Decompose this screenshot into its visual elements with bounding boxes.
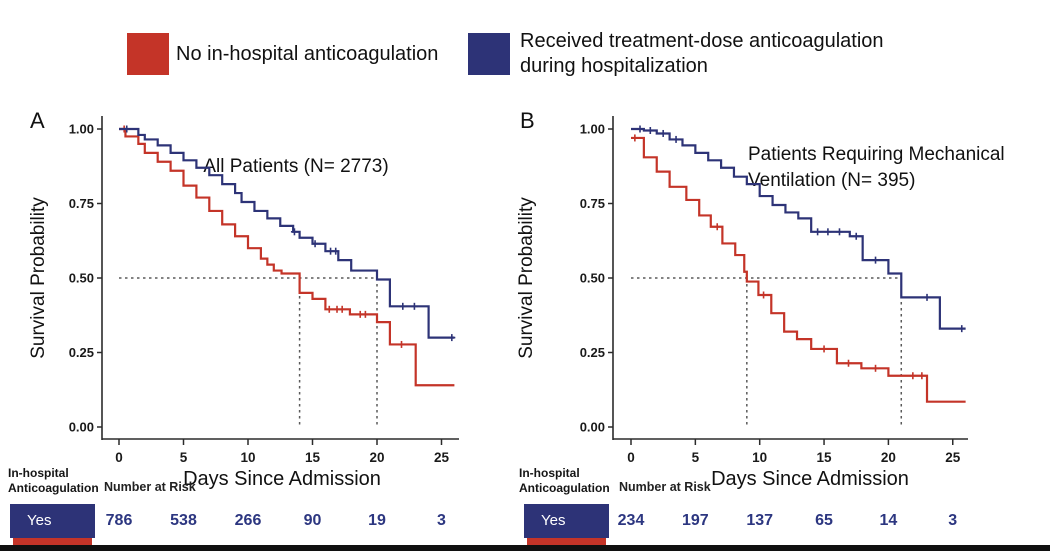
panel-letter: A	[30, 108, 45, 133]
panel-b-survival-chart: 1.00 0.75 0.50 0.25 0.00 0 5 10 15 20 25 Days Since…	[516, 108, 1005, 490]
panel-letter: B	[520, 108, 535, 133]
risk-row-yes-label-a: Yes	[27, 512, 52, 529]
risk-header-b: Number at Risk	[619, 480, 711, 494]
risk-group-label-b-line2: Anticoagulation	[519, 481, 610, 495]
x-tick-label: 5	[692, 450, 700, 465]
x-axis-title: Days Since Admission	[711, 468, 909, 490]
x-tick-label: 5	[180, 450, 188, 465]
risk-count: 266	[234, 512, 262, 529]
x-tick-label: 0	[627, 450, 635, 465]
y-axis-title: Survival Probability	[516, 197, 537, 359]
y-tick-label: 0.00	[580, 420, 605, 435]
risk-group-label-a-line1: In-hospital	[8, 466, 69, 480]
risk-count: 14	[879, 512, 898, 529]
x-tick-label: 10	[752, 450, 767, 465]
legend-swatch-no-anticoagulation	[127, 33, 169, 75]
y-tick-label: 0.50	[69, 271, 94, 286]
panel-title-line: All Patients (N= 2773)	[203, 156, 388, 177]
figure-bottom-divider	[0, 545, 1050, 551]
y-tick-label: 0.50	[580, 271, 605, 286]
x-tick-label: 25	[945, 450, 961, 465]
legend-label-anticoagulation-line1: Received treatment-dose anticoagulation	[520, 30, 884, 52]
panel-title-line: Patients Requiring Mechanical	[748, 144, 1005, 165]
risk-count: 786	[105, 512, 133, 529]
risk-count: 3	[437, 512, 446, 529]
x-tick-label: 20	[881, 450, 896, 465]
y-tick-label: 1.00	[580, 122, 605, 137]
x-tick-label: 15	[817, 450, 833, 465]
x-tick-label: 0	[115, 450, 123, 465]
y-tick-label: 0.75	[69, 196, 94, 211]
y-tick-label: 0.75	[580, 196, 605, 211]
y-tick-label: 0.25	[69, 345, 94, 360]
risk-group-label-a: In-hospital Anticoagulation	[8, 466, 99, 496]
x-axis-title: Days Since Admission	[183, 468, 381, 490]
risk-row-no-partial-b	[527, 538, 606, 546]
x-tick-label: 15	[305, 450, 321, 465]
risk-count: 234	[617, 512, 645, 529]
risk-count: 197	[681, 512, 709, 529]
km-curve-no-anticoagulation	[119, 127, 455, 387]
risk-row-no-partial-a	[13, 538, 92, 546]
legend-label-anticoagulation-line2: during hospitalization	[520, 55, 708, 77]
risk-count: 137	[746, 512, 774, 529]
y-axis-title: Survival Probability	[28, 197, 49, 359]
panel-a-survival-chart: 1.00 0.75 0.50 0.25 0.00 0 5 10 15 20 25 Days Since…	[28, 108, 459, 490]
x-tick-label: 25	[434, 450, 450, 465]
risk-count: 538	[170, 512, 197, 529]
risk-group-label-b: In-hospital Anticoagulation	[519, 466, 610, 496]
risk-group-label-b-line1: In-hospital	[519, 466, 580, 480]
legend-label-no-anticoagulation: No in-hospital anticoagulation	[176, 43, 439, 65]
y-tick-label: 0.25	[580, 345, 605, 360]
risk-row-yes-label-b: Yes	[541, 512, 566, 529]
risk-group-label-a-line2: Anticoagulation	[8, 481, 99, 495]
risk-row-yes-a: Yes	[10, 504, 95, 538]
risk-row-yes-b: Yes	[524, 504, 609, 538]
legend-swatch-anticoagulation	[468, 33, 510, 75]
y-tick-label: 1.00	[69, 122, 94, 137]
risk-count: 19	[368, 512, 386, 529]
risk-count: 3	[948, 512, 958, 529]
y-tick-label: 0.00	[69, 420, 94, 435]
km-curve-anticoagulation	[119, 127, 455, 339]
panel-title-line: Ventilation (N= 395)	[748, 170, 915, 191]
risk-count: 90	[303, 512, 322, 529]
risk-header-a: Number at Risk	[104, 480, 196, 494]
legend-label-anticoagulation: Received treatment-dose anticoagulation …	[520, 29, 884, 79]
risk-count: 65	[815, 512, 833, 529]
x-tick-label: 20	[369, 450, 384, 465]
x-tick-label: 10	[240, 450, 255, 465]
